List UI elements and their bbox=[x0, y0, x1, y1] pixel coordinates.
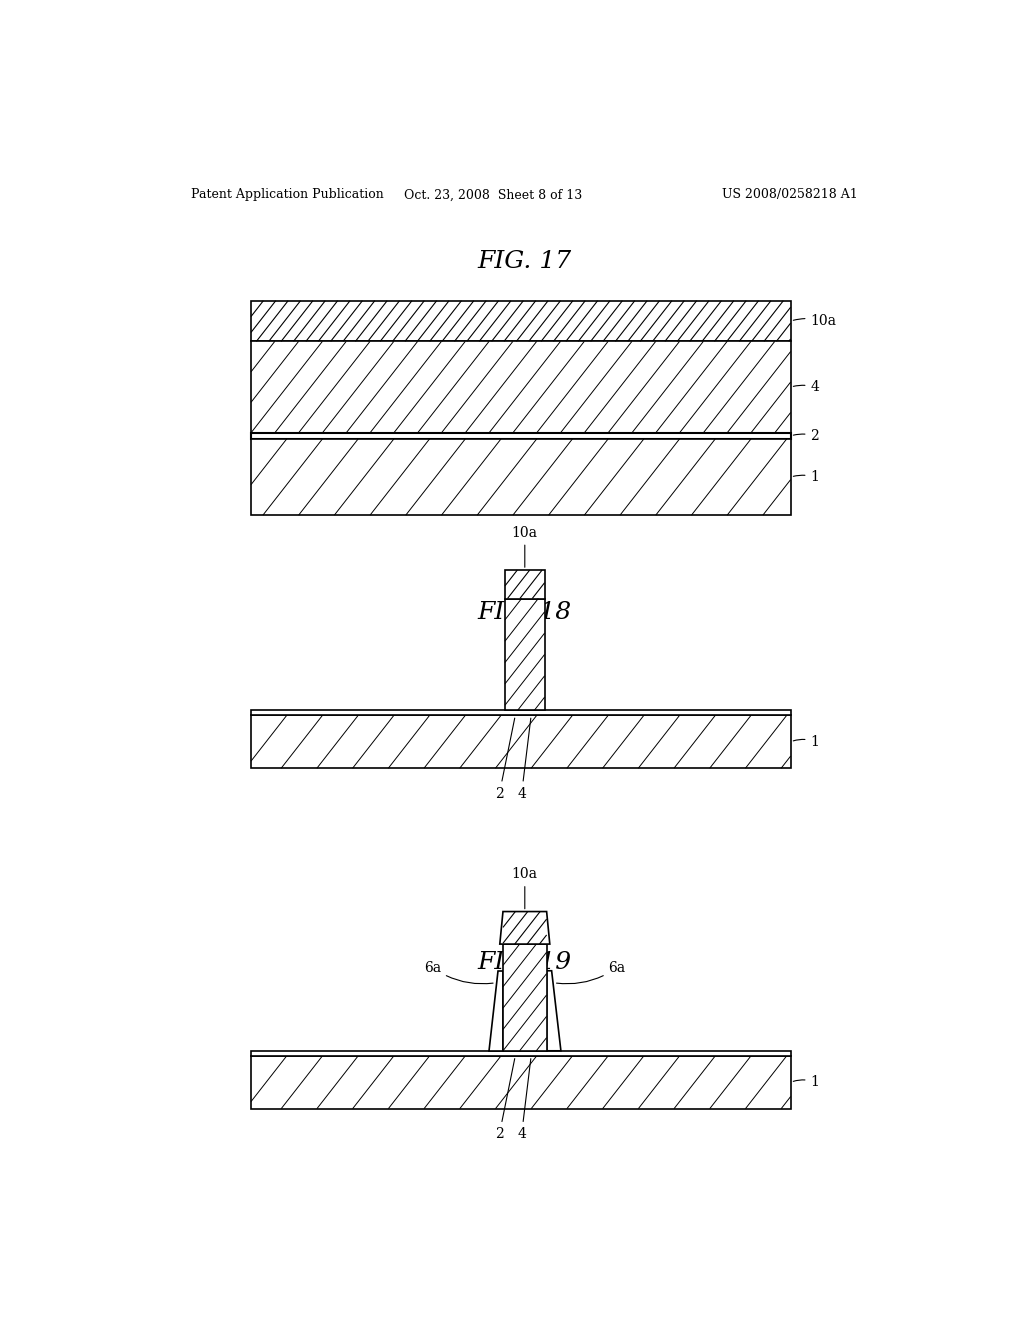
Text: FIG. 19: FIG. 19 bbox=[478, 952, 571, 974]
Bar bbox=[251, 301, 791, 342]
Text: 6a: 6a bbox=[556, 961, 626, 983]
Bar bbox=[505, 598, 545, 710]
Bar bbox=[251, 715, 791, 768]
Text: FIG. 18: FIG. 18 bbox=[478, 601, 571, 623]
Text: 2: 2 bbox=[794, 429, 819, 444]
Text: 10a: 10a bbox=[512, 867, 538, 908]
Text: 1: 1 bbox=[794, 735, 819, 748]
Polygon shape bbox=[500, 912, 550, 944]
Bar bbox=[505, 570, 545, 598]
Text: 10a: 10a bbox=[512, 525, 538, 568]
Text: US 2008/0258218 A1: US 2008/0258218 A1 bbox=[722, 189, 858, 202]
Text: 1: 1 bbox=[794, 1076, 819, 1089]
Text: Oct. 23, 2008  Sheet 8 of 13: Oct. 23, 2008 Sheet 8 of 13 bbox=[403, 189, 583, 202]
Text: 2: 2 bbox=[495, 1059, 515, 1140]
Text: 6a: 6a bbox=[424, 961, 494, 983]
Bar bbox=[251, 433, 791, 440]
Text: Patent Application Publication: Patent Application Publication bbox=[191, 189, 384, 202]
Bar bbox=[251, 710, 791, 715]
Bar bbox=[251, 342, 791, 433]
Text: 4: 4 bbox=[794, 380, 819, 395]
Text: 2: 2 bbox=[495, 718, 515, 800]
Bar bbox=[503, 944, 547, 1051]
Bar bbox=[251, 1051, 791, 1056]
Text: 1: 1 bbox=[794, 470, 819, 484]
Text: FIG. 17: FIG. 17 bbox=[478, 249, 571, 273]
Bar bbox=[251, 440, 791, 515]
Text: 4: 4 bbox=[517, 1059, 530, 1140]
Bar bbox=[251, 1056, 791, 1109]
Text: 10a: 10a bbox=[794, 314, 837, 329]
Polygon shape bbox=[488, 970, 503, 1051]
Polygon shape bbox=[547, 970, 561, 1051]
Text: 4: 4 bbox=[517, 718, 530, 800]
